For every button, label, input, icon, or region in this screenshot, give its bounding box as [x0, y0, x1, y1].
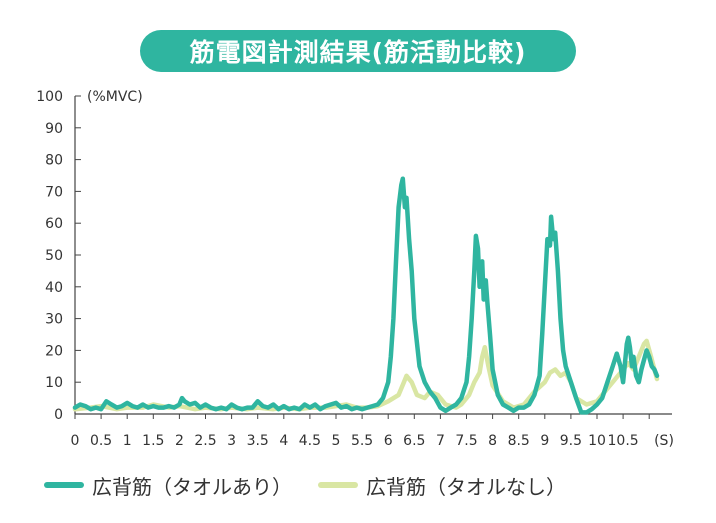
legend-label-with-towel: 広背筋（タオルあり） [92, 474, 292, 499]
x-axis-unit-label: (S) [654, 433, 674, 449]
x-tick-label-8.5: 8.5 [508, 433, 530, 449]
x-tick-label-3: 3 [227, 433, 236, 449]
x-tick-label-10: 10 [588, 433, 606, 449]
x-tick-label-7: 7 [436, 433, 445, 449]
y-tick-label-50: 50 [45, 248, 63, 264]
y-axis-unit-label: (%MVC) [87, 89, 143, 105]
legend: 広背筋（タオルあり） 広背筋（タオルなし） [44, 470, 592, 500]
y-tick-label-100: 100 [36, 89, 63, 105]
y-tick-label-40: 40 [45, 280, 63, 296]
x-tick-label-6: 6 [384, 433, 393, 449]
x-tick-label-1.5: 1.5 [142, 433, 164, 449]
x-tick-label-9: 9 [540, 433, 549, 449]
chart-title-pill: 筋電図計測結果(筋活動比較) [140, 30, 576, 72]
x-tick-label-5: 5 [332, 433, 341, 449]
x-tick-label-10.5: 10.5 [608, 433, 639, 449]
x-tick-label-0: 0 [71, 433, 80, 449]
x-tick-label-5.5: 5.5 [351, 433, 373, 449]
x-tick-label-8: 8 [488, 433, 497, 449]
x-tick-label-7.5: 7.5 [455, 433, 477, 449]
series-line-with-towel [72, 176, 660, 415]
legend-swatch-with-towel [44, 482, 84, 488]
x-tick-label-3.5: 3.5 [247, 433, 269, 449]
x-tick-label-6.5: 6.5 [403, 433, 425, 449]
y-tick-label-30: 30 [45, 312, 63, 328]
x-tick-label-2: 2 [175, 433, 184, 449]
legend-item-with-towel: 広背筋（タオルあり） [44, 471, 292, 500]
legend-swatch-without-towel [318, 482, 358, 488]
y-tick-label-90: 90 [45, 121, 63, 137]
legend-item-without-towel: 広背筋（タオルなし） [318, 471, 566, 500]
x-tick-label-2.5: 2.5 [194, 433, 216, 449]
legend-label-without-towel: 広背筋（タオルなし） [366, 474, 566, 499]
x-tick-label-9.5: 9.5 [560, 433, 582, 449]
y-tick-label-60: 60 [45, 216, 63, 232]
x-tick-label-4: 4 [279, 433, 288, 449]
y-tick-label-10: 10 [45, 375, 63, 391]
x-tick-label-0.5: 0.5 [90, 433, 112, 449]
y-tick-label-70: 70 [45, 184, 63, 200]
chart-title: 筋電図計測結果(筋活動比較) [189, 38, 527, 67]
x-tick-label-1: 1 [123, 433, 132, 449]
y-tick-label-80: 80 [45, 153, 63, 169]
y-tick-label-0: 0 [54, 407, 63, 423]
y-tick-label-20: 20 [45, 343, 63, 359]
x-tick-label-4.5: 4.5 [299, 433, 321, 449]
